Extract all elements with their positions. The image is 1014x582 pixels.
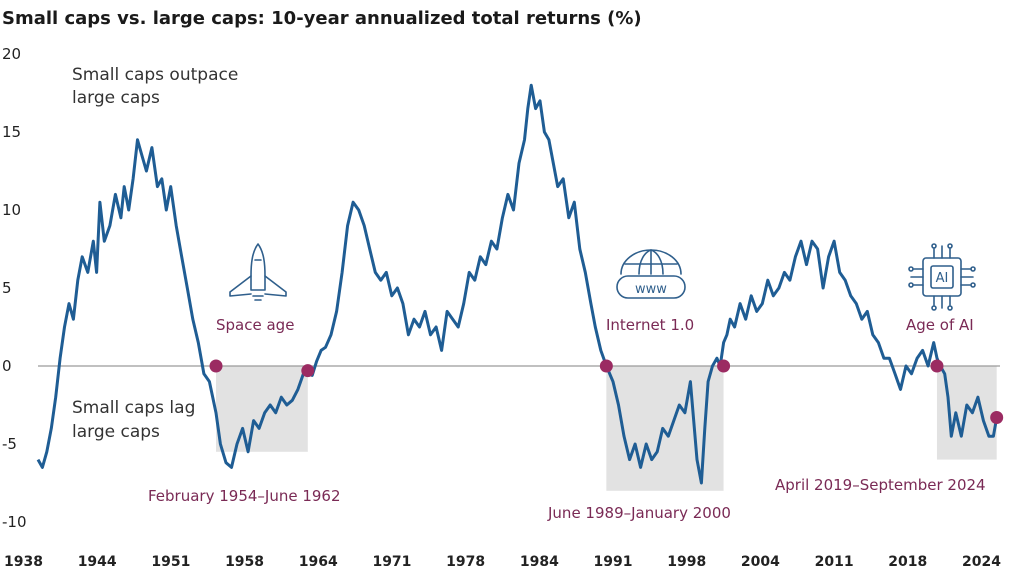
y-tick-label: 15 — [2, 123, 21, 141]
y-tick-label: 5 — [2, 279, 12, 297]
period-markers — [209, 359, 1004, 424]
period-marker — [209, 359, 223, 373]
x-tick-label: 1944 — [78, 554, 117, 570]
x-tick-label: 1951 — [151, 554, 190, 570]
note-outpace-line2: large caps — [72, 88, 160, 108]
period-marker — [717, 359, 731, 373]
x-tick-label: 1984 — [520, 554, 559, 570]
x-tick-label: 1991 — [594, 554, 633, 570]
x-tick-label: 1938 — [4, 554, 43, 570]
x-tick-label: 1971 — [372, 554, 411, 570]
x-tick-label: 1998 — [667, 554, 706, 570]
period-marker — [301, 364, 315, 378]
chart-title: Small caps vs. large caps: 10-year annua… — [2, 8, 642, 29]
y-tick-label: -5 — [2, 435, 17, 453]
x-axis-ticks: 1938 1944 1951 1958 1964 1971 1978 1984 1991 1998… — [4, 554, 1001, 570]
shaded-periods — [216, 366, 997, 491]
y-tick-label: 20 — [2, 45, 21, 63]
x-tick-label: 1964 — [299, 554, 338, 570]
y-axis-ticks: 20 15 10 5 0 -5 -10 — [2, 45, 27, 531]
y-tick-label: 0 — [2, 357, 12, 375]
www-text: www — [635, 282, 667, 297]
period-marker — [930, 359, 944, 373]
globe-www-icon: www — [616, 249, 686, 299]
era-label-space-age: Space age — [216, 316, 294, 334]
period-marker — [599, 359, 613, 373]
era-label-age-of-ai: Age of AI — [906, 316, 974, 334]
note-lag-line2: large caps — [72, 422, 160, 442]
x-tick-label: 2018 — [888, 554, 927, 570]
series-line-small-vs-large — [36, 83, 999, 485]
x-tick-label: 1978 — [446, 554, 485, 570]
x-tick-label: 2011 — [815, 554, 854, 570]
y-tick-label: 10 — [2, 201, 21, 219]
era-label-internet: Internet 1.0 — [606, 316, 694, 334]
note-lag-line1: Small caps lag — [72, 398, 195, 418]
x-tick-label: 2024 — [962, 554, 1001, 570]
range-label-2019-2024: April 2019–September 2024 — [775, 476, 986, 494]
y-tick-label: -10 — [2, 513, 27, 531]
x-tick-label: 1958 — [225, 554, 264, 570]
ai-chip-icon: AI — [908, 243, 976, 311]
shaded-period-1 — [216, 366, 308, 452]
range-label-1954-1962: February 1954–June 1962 — [148, 487, 341, 505]
space-shuttle-icon — [229, 243, 287, 301]
note-outpace-line1: Small caps outpace — [72, 65, 238, 85]
range-label-1989-2000: June 1989–January 2000 — [547, 504, 731, 522]
x-tick-label: 2004 — [741, 554, 780, 570]
ai-text: AI — [936, 271, 949, 286]
period-marker — [990, 410, 1004, 424]
